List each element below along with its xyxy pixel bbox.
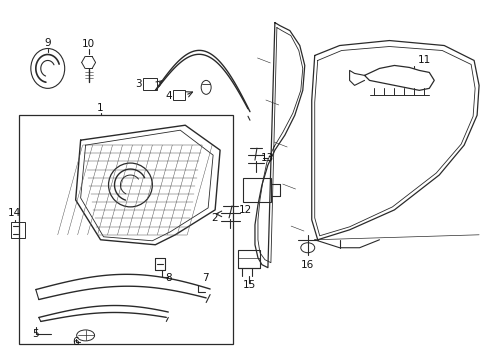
Bar: [11, 222, 25, 238]
Text: 5: 5: [32, 329, 39, 339]
Text: 6: 6: [73, 337, 79, 347]
Text: 8: 8: [165, 273, 172, 283]
Text: 15: 15: [243, 280, 256, 289]
Text: 1: 1: [97, 103, 104, 113]
Text: 10: 10: [82, 39, 95, 49]
Text: 7: 7: [202, 273, 208, 283]
Bar: [173, 90, 185, 100]
Text: 9: 9: [45, 37, 51, 48]
Text: 4: 4: [165, 91, 172, 101]
Bar: [144, 78, 157, 90]
Text: 13: 13: [261, 153, 274, 163]
Bar: [238, 250, 260, 268]
Text: 14: 14: [8, 208, 22, 218]
Text: 16: 16: [301, 260, 315, 270]
Bar: [19, 115, 233, 345]
Text: 2: 2: [211, 213, 218, 223]
Text: 12: 12: [238, 205, 252, 215]
Text: 11: 11: [417, 55, 431, 66]
Bar: [243, 178, 271, 202]
Text: 3: 3: [135, 79, 142, 89]
